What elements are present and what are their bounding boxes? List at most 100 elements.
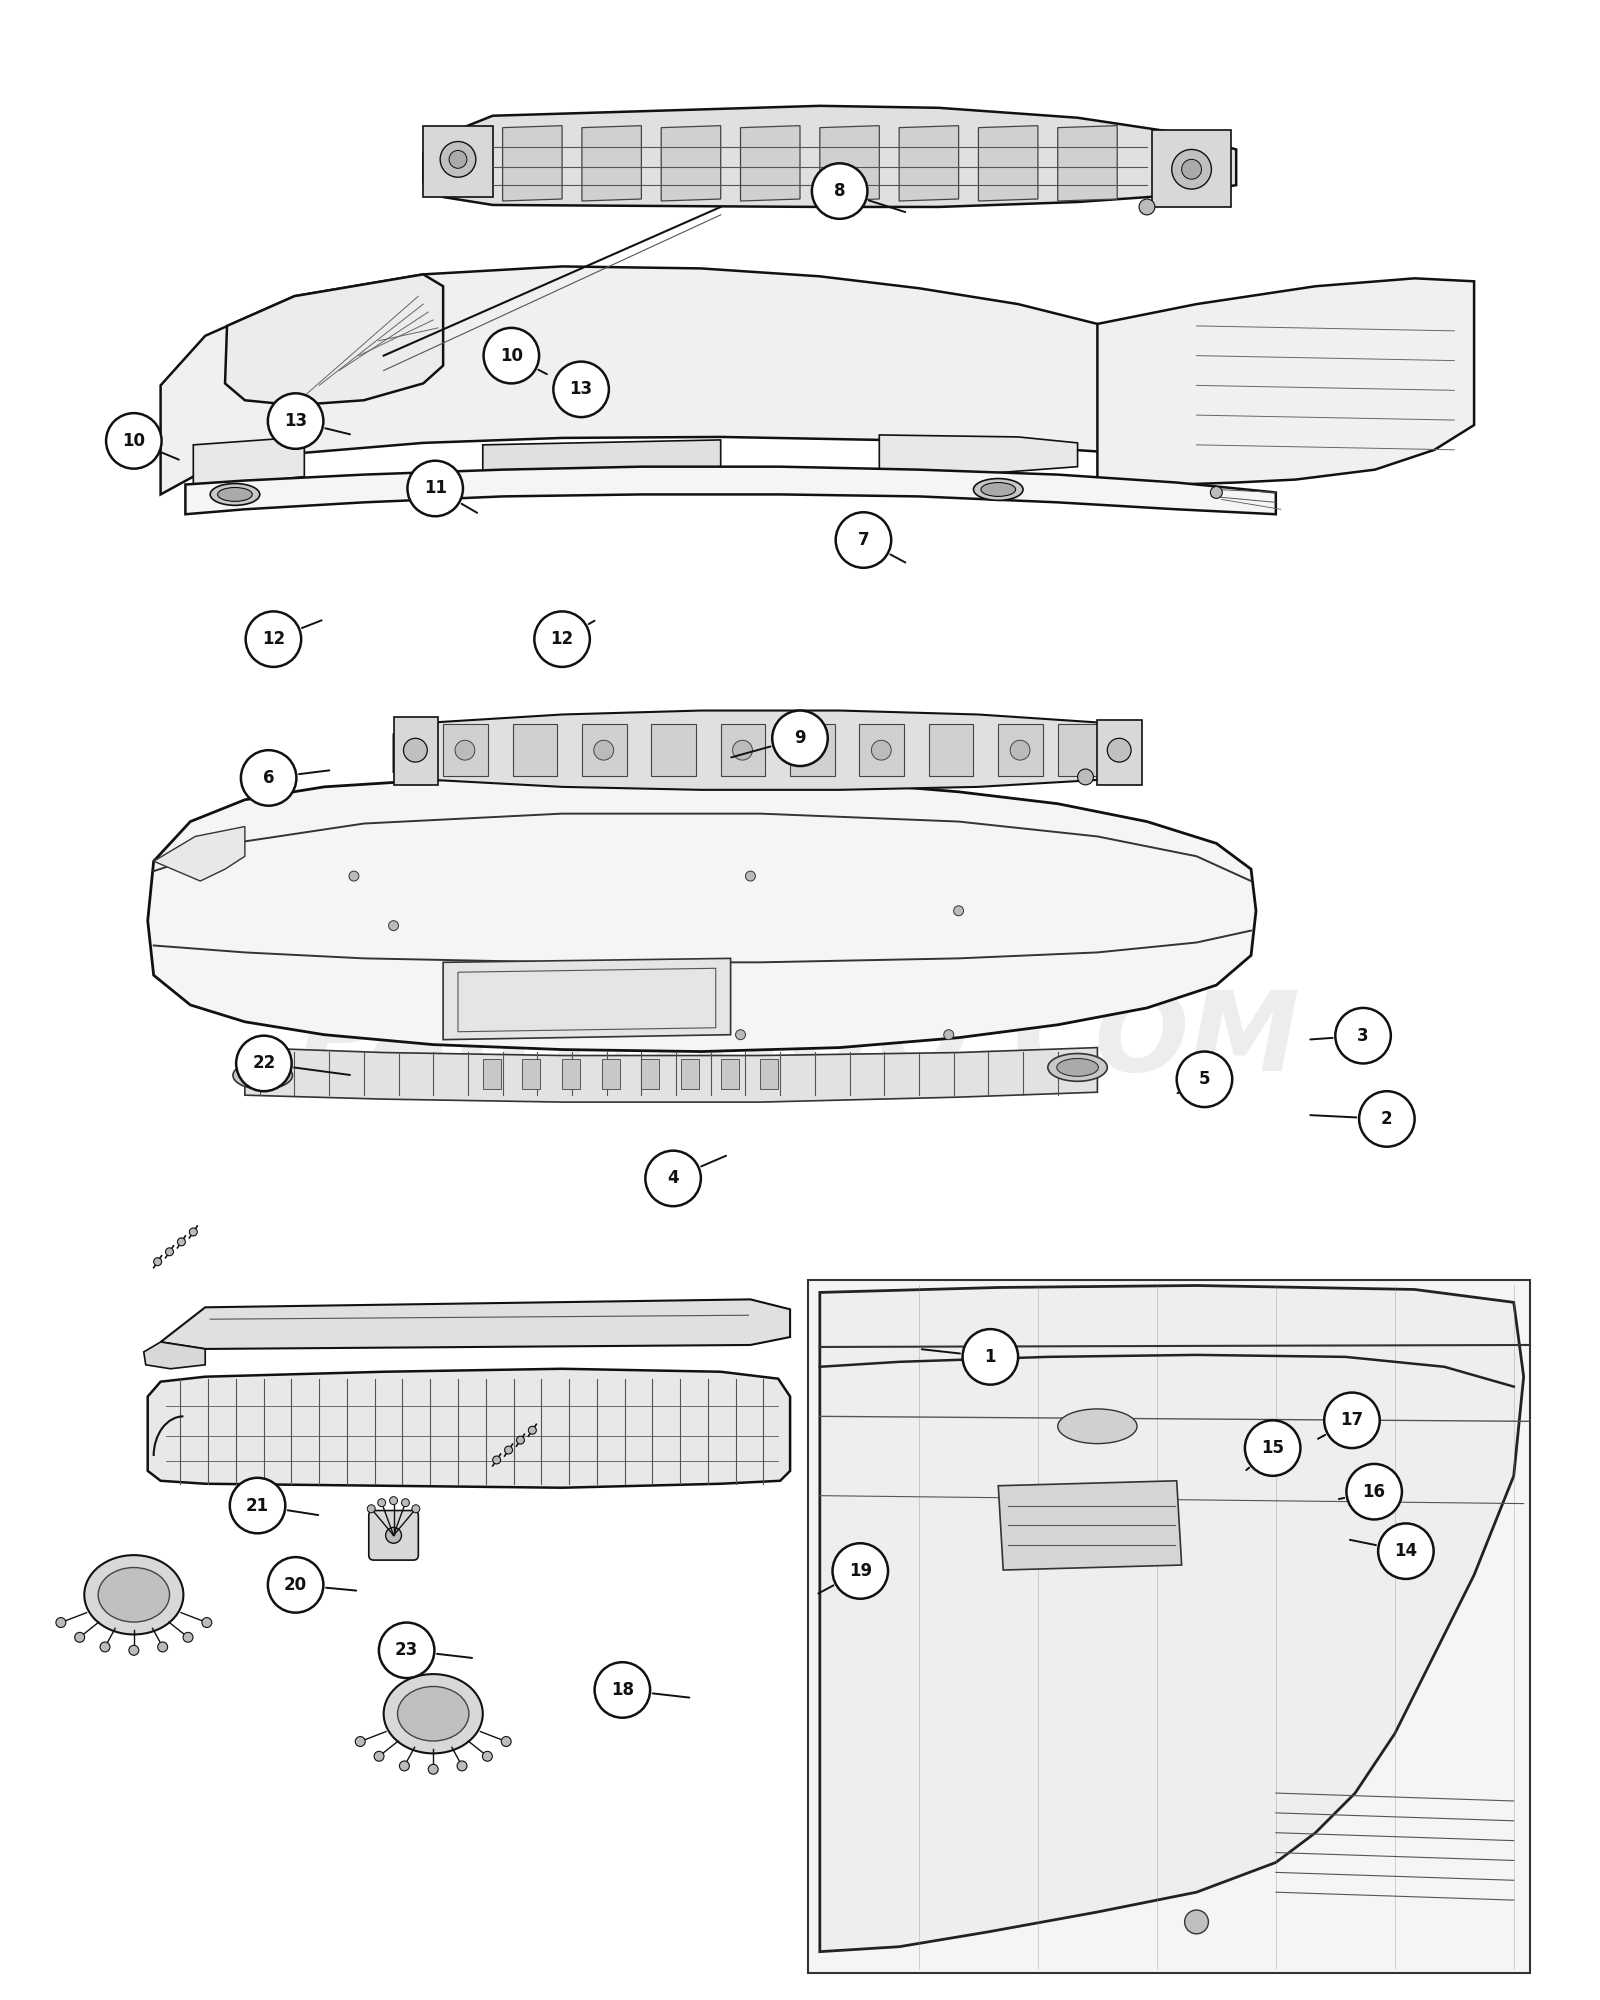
Circle shape [594, 740, 614, 760]
Circle shape [1171, 150, 1211, 190]
Circle shape [182, 1632, 194, 1642]
Ellipse shape [384, 1674, 483, 1754]
Text: 1: 1 [984, 1348, 997, 1366]
FancyBboxPatch shape [790, 724, 835, 776]
Text: 17: 17 [1341, 1412, 1363, 1430]
Text: 9: 9 [794, 730, 806, 748]
FancyBboxPatch shape [682, 1060, 699, 1090]
Polygon shape [394, 710, 1138, 790]
Circle shape [202, 1618, 211, 1628]
Polygon shape [144, 1342, 205, 1368]
Circle shape [1378, 1524, 1434, 1578]
Circle shape [379, 1622, 435, 1678]
Circle shape [130, 1646, 139, 1656]
Circle shape [483, 1752, 493, 1762]
Text: 16: 16 [1363, 1482, 1386, 1500]
Circle shape [483, 328, 539, 384]
FancyBboxPatch shape [760, 1060, 778, 1090]
Circle shape [773, 710, 827, 766]
FancyBboxPatch shape [394, 718, 438, 784]
Text: 12: 12 [262, 630, 285, 648]
Circle shape [386, 1528, 402, 1544]
Text: 10: 10 [499, 346, 523, 364]
Circle shape [872, 740, 891, 760]
Polygon shape [424, 106, 1237, 206]
Circle shape [963, 1330, 1018, 1384]
Circle shape [230, 1478, 285, 1534]
Circle shape [835, 512, 891, 568]
FancyBboxPatch shape [642, 1060, 659, 1090]
Text: 13: 13 [285, 412, 307, 430]
Polygon shape [443, 958, 731, 1040]
FancyBboxPatch shape [483, 1060, 501, 1090]
Text: 8: 8 [834, 182, 845, 200]
Polygon shape [819, 126, 880, 200]
Circle shape [389, 920, 398, 930]
FancyBboxPatch shape [998, 724, 1043, 776]
FancyBboxPatch shape [602, 1060, 619, 1090]
Circle shape [1176, 1052, 1232, 1108]
Circle shape [154, 1258, 162, 1266]
Circle shape [504, 1446, 512, 1454]
Polygon shape [582, 126, 642, 200]
Circle shape [403, 738, 427, 762]
Circle shape [454, 740, 475, 760]
Polygon shape [502, 126, 562, 200]
FancyBboxPatch shape [368, 1510, 418, 1560]
Circle shape [1139, 200, 1155, 214]
Text: 21: 21 [246, 1496, 269, 1514]
Circle shape [389, 1496, 397, 1504]
FancyBboxPatch shape [1152, 130, 1232, 206]
Circle shape [56, 1618, 66, 1628]
Text: PARTSOUQ.COM: PARTSOUQ.COM [299, 986, 1301, 1094]
Circle shape [450, 150, 467, 168]
Ellipse shape [242, 1066, 283, 1084]
Text: 4: 4 [667, 1170, 678, 1188]
FancyBboxPatch shape [1098, 720, 1142, 784]
Text: 7: 7 [858, 532, 869, 550]
Text: 3: 3 [1357, 1026, 1370, 1044]
Text: 19: 19 [848, 1562, 872, 1580]
Circle shape [1010, 740, 1030, 760]
Polygon shape [186, 466, 1275, 514]
Circle shape [1347, 1464, 1402, 1520]
Circle shape [408, 460, 462, 516]
Text: 6: 6 [262, 768, 275, 786]
Circle shape [501, 1736, 510, 1746]
Circle shape [106, 414, 162, 468]
Polygon shape [741, 126, 800, 200]
FancyBboxPatch shape [651, 724, 696, 776]
Circle shape [402, 1498, 410, 1506]
Circle shape [528, 1426, 536, 1434]
Circle shape [368, 1504, 376, 1512]
Text: 13: 13 [570, 380, 592, 398]
Circle shape [349, 872, 358, 882]
Polygon shape [194, 436, 304, 484]
Text: 10: 10 [122, 432, 146, 450]
Ellipse shape [1056, 1058, 1098, 1076]
Polygon shape [483, 440, 720, 484]
Circle shape [534, 612, 590, 666]
Circle shape [811, 164, 867, 218]
Polygon shape [819, 1286, 1523, 1952]
Polygon shape [160, 266, 1296, 494]
FancyBboxPatch shape [930, 724, 973, 776]
Circle shape [458, 1760, 467, 1770]
Polygon shape [899, 126, 958, 200]
Text: 14: 14 [1394, 1542, 1418, 1560]
Polygon shape [154, 826, 245, 882]
Polygon shape [226, 274, 443, 406]
Ellipse shape [397, 1686, 469, 1742]
Text: 20: 20 [285, 1576, 307, 1594]
Circle shape [1211, 486, 1222, 498]
Circle shape [400, 1760, 410, 1770]
Polygon shape [1058, 126, 1117, 200]
Circle shape [101, 1642, 110, 1652]
Polygon shape [661, 126, 720, 200]
Ellipse shape [981, 482, 1016, 496]
Circle shape [1077, 770, 1093, 784]
Ellipse shape [210, 484, 259, 506]
Ellipse shape [1048, 1054, 1107, 1082]
Polygon shape [998, 1480, 1182, 1570]
Circle shape [832, 1544, 888, 1598]
